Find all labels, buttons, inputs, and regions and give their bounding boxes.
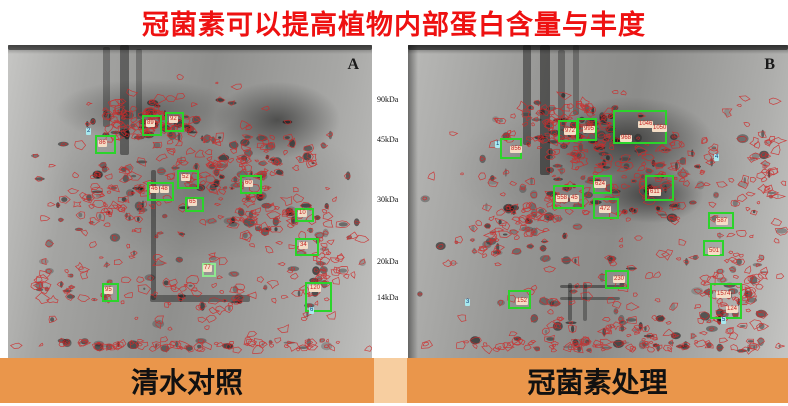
spot-id-tag: 611 bbox=[649, 189, 661, 196]
highlight-box bbox=[605, 270, 629, 289]
cyan-id-tag: 3 bbox=[465, 299, 471, 306]
spot-id-tag: 60 bbox=[244, 180, 253, 187]
cyan-id-tag: 2 bbox=[86, 128, 92, 135]
spot-id-tag: 89 bbox=[146, 120, 155, 127]
panel-letter-a: A bbox=[347, 56, 359, 73]
kda-marker: 45kDa bbox=[377, 135, 399, 144]
spot-id-tag: 972 bbox=[564, 128, 577, 135]
highlight-box bbox=[305, 282, 332, 312]
spot-id-tag: 95 bbox=[104, 287, 113, 294]
spot-id-tag: 45 bbox=[570, 195, 579, 202]
spot-id-tag: 968 bbox=[620, 135, 633, 142]
spot-id-tag: 34 bbox=[299, 242, 308, 249]
cyan-id-tag: 6 bbox=[309, 307, 315, 314]
highlight-box bbox=[577, 118, 597, 141]
highlight-box bbox=[177, 170, 199, 189]
spot-id-tag: 501 bbox=[708, 248, 721, 255]
highlight-box bbox=[593, 198, 619, 219]
gel-image-treated: B 856 972 995 1046 1050 968 624 558 45 472 611 230 1… bbox=[408, 45, 788, 358]
spot-id-tag: 995 bbox=[583, 126, 596, 133]
highlight-box bbox=[185, 197, 204, 212]
highlight-box bbox=[295, 208, 314, 222]
spot-id-tag: 1050 bbox=[652, 125, 668, 132]
spot-id-tag: 65 bbox=[188, 199, 197, 206]
gel-texture bbox=[8, 45, 372, 354]
spot-id-tag: 152 bbox=[516, 298, 529, 305]
spot-id-tag: 856 bbox=[510, 146, 523, 153]
spot-id-tag: 124 bbox=[726, 306, 739, 313]
cyan-id-tag: 5 bbox=[721, 317, 727, 324]
spot-id-tag: 120 bbox=[309, 285, 322, 292]
highlight-box bbox=[165, 112, 184, 132]
spot-id-tag: 77 bbox=[203, 265, 212, 272]
gel-image-control: A 86 89 92 46 48 52 60 65 10 34 77 95 120 2 6 bbox=[8, 45, 372, 358]
highlight-box bbox=[553, 185, 584, 209]
spot-id-tag: 48 bbox=[160, 186, 169, 193]
spot-id-tag: 1046 bbox=[638, 121, 654, 128]
highlight-box bbox=[710, 283, 742, 319]
spot-id-tag: 472 bbox=[599, 206, 612, 213]
panel-letter-b: B bbox=[764, 56, 775, 73]
highlight-box bbox=[147, 182, 174, 201]
spot-id-tag: 1574 bbox=[716, 291, 732, 298]
gel-texture bbox=[408, 45, 788, 355]
spot-id-tag: 86 bbox=[98, 140, 107, 147]
figure-title: 冠菌素可以提高植物内部蛋白含量与丰度 bbox=[142, 10, 646, 40]
highlight-box bbox=[142, 115, 162, 136]
kda-marker: 20kDa bbox=[377, 257, 399, 266]
spot-id-tag: 46 bbox=[150, 186, 159, 193]
kda-marker: 30kDa bbox=[377, 195, 399, 204]
spot-id-tag: 10 bbox=[298, 210, 307, 217]
label-bar-treated: 冠菌素处理 bbox=[407, 358, 788, 403]
highlight-box bbox=[508, 290, 531, 309]
spot-id-tag: 624 bbox=[594, 181, 607, 188]
spot-id-tag: 587 bbox=[716, 218, 729, 225]
highlight-box bbox=[240, 175, 262, 194]
label-bar-gap bbox=[374, 358, 407, 403]
highlight-box bbox=[645, 175, 674, 201]
highlight-box bbox=[95, 135, 116, 154]
kda-marker: 14kDa bbox=[377, 293, 399, 302]
control-label: 清水对照 bbox=[130, 367, 243, 399]
label-bar-control: 清水对照 bbox=[0, 358, 374, 403]
highlight-box bbox=[102, 283, 119, 302]
treated-label: 冠菌素处理 bbox=[527, 367, 668, 399]
spot-id-tag: 92 bbox=[169, 116, 178, 123]
kda-marker: 90kDa bbox=[377, 95, 399, 104]
spot-id-tag: 52 bbox=[181, 174, 190, 181]
spot-id-tag: 558 bbox=[556, 195, 569, 202]
molecular-weight-scale: 90kDa 45kDa 30kDa 20kDa 14kDa bbox=[372, 45, 408, 358]
cyan-id-tag: 4 bbox=[714, 154, 720, 161]
highlight-box bbox=[295, 238, 319, 256]
highlight-box bbox=[703, 240, 724, 256]
cyan-id-tag: 1 bbox=[495, 141, 501, 148]
spot-id-tag: 230 bbox=[613, 276, 626, 283]
highlight-box bbox=[708, 212, 734, 229]
